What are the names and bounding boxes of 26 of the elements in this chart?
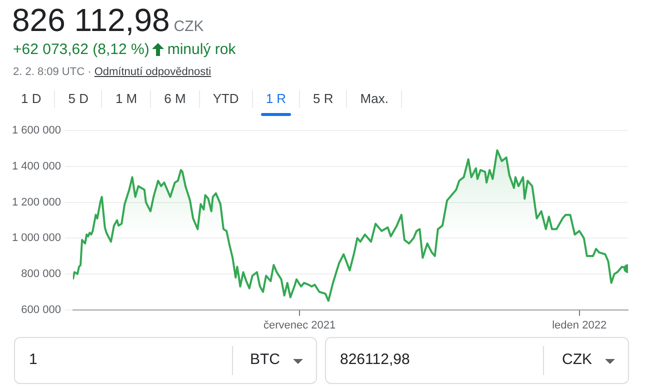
text: 1 (29, 351, 38, 368)
y-tick-label: 1 000 000 (12, 232, 61, 244)
text: 826112,98 (340, 351, 410, 368)
text: 6 M (151, 90, 200, 108)
chart-subtitle: +62 073,62 (8,12 %) (13, 41, 150, 58)
y-tick-label: 1 200 000 (12, 196, 61, 208)
text: Odmítnutí odpovědnosti (94, 66, 212, 78)
chart-title: 826 112,98 (12, 2, 170, 38)
text: minulý rok (167, 41, 236, 58)
text: CZK (174, 18, 204, 35)
y-tick-label: 800 000 (21, 268, 61, 280)
y-tick-label: 600 000 (21, 304, 61, 316)
x-tick-label: červenec 2021 (263, 319, 336, 332)
text: 2. 2. 8:09 UTC · (13, 66, 92, 78)
text: 1 D (8, 90, 56, 108)
text: 1 M (102, 90, 152, 108)
text: CZK (562, 351, 592, 368)
text: 5 R (300, 90, 348, 108)
x-tick-label: leden 2022 (552, 319, 607, 332)
text: 1 R (252, 90, 300, 108)
text: BTC (250, 351, 280, 368)
text: 5 D (55, 90, 102, 108)
y-tick-label: 1 600 000 (12, 124, 61, 137)
y-tick-label: 1 400 000 (12, 160, 61, 172)
text: Max. (347, 90, 402, 108)
text: YTD (200, 90, 253, 108)
